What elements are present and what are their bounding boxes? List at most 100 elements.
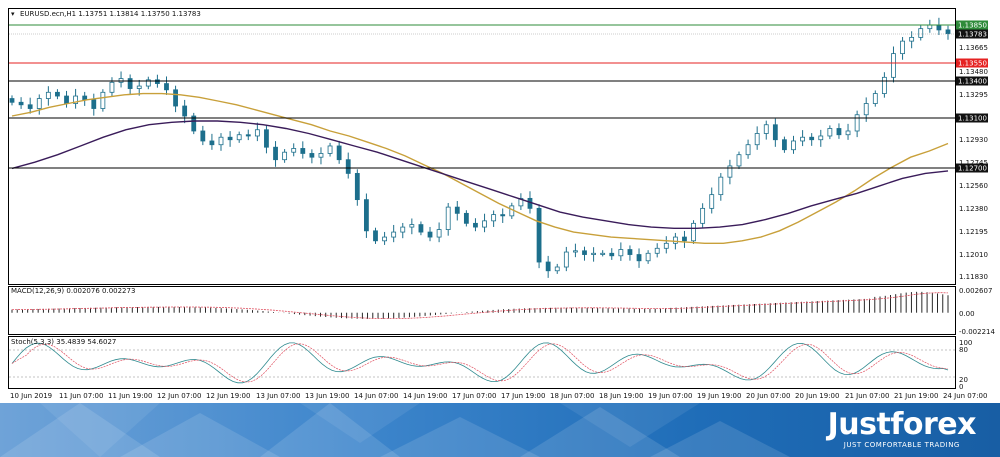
price-tag: 1.13850 xyxy=(956,20,988,30)
bear-candle xyxy=(191,115,197,132)
bull-candle xyxy=(709,194,715,209)
bull-candle xyxy=(800,136,806,142)
stoch-axis-label: 20 xyxy=(959,376,968,384)
bear-candle xyxy=(245,134,251,137)
time-axis-label: 13 Jun 19:00 xyxy=(305,392,349,400)
bull-candle xyxy=(100,91,106,109)
bear-candle xyxy=(772,124,778,141)
macd-axis: 0.002607 0.00 -0.002214 xyxy=(959,287,995,336)
bull-candle xyxy=(845,130,851,136)
bull-candle xyxy=(900,40,905,55)
bear-candle xyxy=(91,99,97,109)
time-axis-label: 18 Jun 19:00 xyxy=(599,392,643,400)
time-axis-label: 24 Jun 07:00 xyxy=(943,392,987,400)
bull-candle xyxy=(863,103,869,116)
price-axis-label: 1.13480 xyxy=(959,68,988,76)
bear-candle xyxy=(273,146,278,161)
bull-candle xyxy=(881,76,887,94)
trading-chart[interactable]: ▾ EURUSD.ecn,H1 1.13751 1.13814 1.13750 … xyxy=(0,0,1000,403)
bull-candle xyxy=(754,133,760,146)
brand-logo: Justforex JUST COMFORTABLE TRADING xyxy=(828,409,977,450)
time-axis-label: 11 Jun 07:00 xyxy=(59,392,103,400)
bear-candle xyxy=(454,206,460,214)
bear-candle xyxy=(809,136,815,141)
time-axis-label: 14 Jun 19:00 xyxy=(403,392,447,400)
bear-candle xyxy=(209,140,215,146)
price-axis-label: 1.11830 xyxy=(959,273,988,281)
time-axis: 10 Jun 2019 11 Jun 07:00 11 Jun 19:00 12… xyxy=(10,392,987,400)
time-axis-label: 19 Jun 07:00 xyxy=(648,392,692,400)
price-tag-bg xyxy=(956,29,988,39)
price-tag-bg xyxy=(956,113,988,123)
macd-signal-line xyxy=(11,292,949,320)
brand-banner: Justforex JUST COMFORTABLE TRADING xyxy=(0,403,1000,457)
bear-candle xyxy=(463,212,469,224)
bear-candle xyxy=(264,129,269,148)
bull-candle xyxy=(700,207,706,224)
bull-candle xyxy=(282,151,288,161)
time-axis-label: 20 Jun 07:00 xyxy=(746,392,790,400)
time-axis-label: 12 Jun 19:00 xyxy=(206,392,250,400)
bear-candle xyxy=(936,24,942,31)
bear-candle xyxy=(636,254,642,262)
price-tag-bg xyxy=(956,163,988,173)
price-axis-label: 1.12195 xyxy=(959,228,988,236)
bear-candle xyxy=(55,91,60,97)
bull-candle xyxy=(591,252,596,255)
bull-candle xyxy=(491,214,497,222)
macd-title: MACD(12,26,9) 0.002076 0.002273 xyxy=(11,287,135,295)
macd-panel[interactable] xyxy=(8,286,956,335)
bear-candle xyxy=(82,95,88,101)
bull-candle xyxy=(482,220,487,228)
bull-candle xyxy=(45,91,51,99)
bull-candle xyxy=(600,252,606,255)
bull-candle xyxy=(518,197,524,207)
price-tag-label: 1.12700 xyxy=(958,165,987,173)
bull-candle xyxy=(909,36,915,42)
macd-axis-label: 0.00 xyxy=(959,310,975,318)
stoch-axis-label: 100 xyxy=(959,339,972,347)
price-tag-label: 1.13400 xyxy=(958,78,987,86)
time-axis-label: 21 Jun 19:00 xyxy=(894,392,938,400)
chart-collapse-icon[interactable]: ▾ xyxy=(11,10,15,18)
horizontal-levels[interactable] xyxy=(9,24,955,169)
macd-axis-label: -0.002214 xyxy=(959,328,995,336)
bear-candle xyxy=(427,231,433,238)
bull-candle xyxy=(891,53,896,78)
stoch-panel[interactable] xyxy=(8,336,956,389)
bear-candle xyxy=(373,230,378,242)
stoch-series xyxy=(9,342,955,384)
bear-candle xyxy=(27,104,33,109)
price-axis-label: 1.12930 xyxy=(959,136,988,144)
price-tag-bg xyxy=(956,76,988,86)
bull-candle xyxy=(236,134,242,141)
bear-candle xyxy=(418,224,424,233)
bull-candle xyxy=(872,93,878,104)
bear-candle xyxy=(473,222,478,228)
bear-candle xyxy=(545,261,551,272)
bull-candle xyxy=(727,165,733,178)
bear-candle xyxy=(500,214,506,217)
bear-candle xyxy=(309,153,315,158)
time-axis-label: 21 Jun 07:00 xyxy=(845,392,889,400)
price-tag: 1.13400 xyxy=(956,76,988,86)
price-axis-label: 1.13295 xyxy=(959,91,988,99)
bull-candle xyxy=(663,242,669,249)
price-axis-label: 1.13665 xyxy=(959,44,988,52)
stoch-axis: 100 80 20 0 xyxy=(959,339,972,391)
price-axis-label: 1.12560 xyxy=(959,182,988,190)
bull-candle xyxy=(145,79,151,87)
bull-candle xyxy=(918,28,924,38)
macd-series xyxy=(11,291,949,320)
bull-candle xyxy=(109,81,115,93)
bull-candle xyxy=(391,231,397,238)
bear-candle xyxy=(227,136,233,141)
time-axis-label: 19 Jun 19:00 xyxy=(697,392,741,400)
bull-candle xyxy=(691,222,696,242)
bull-candle xyxy=(436,229,442,238)
bull-candle xyxy=(254,129,260,137)
stoch-main-line xyxy=(11,342,949,384)
bull-candle xyxy=(818,135,824,141)
price-panel[interactable] xyxy=(8,8,956,285)
banner-pattern xyxy=(0,403,790,457)
